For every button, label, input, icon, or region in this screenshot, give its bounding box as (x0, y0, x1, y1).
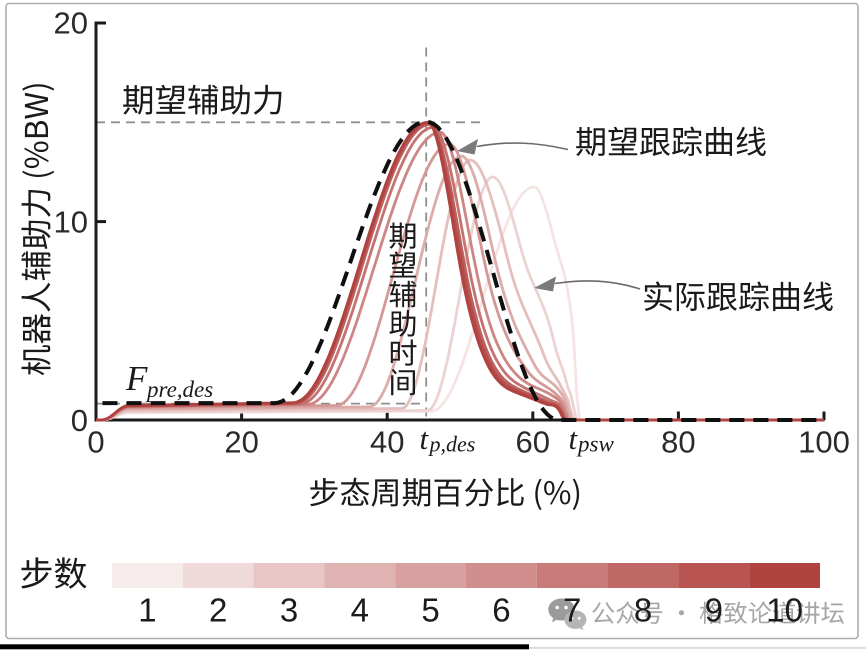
svg-text:80: 80 (661, 425, 695, 460)
svg-text:60: 60 (516, 425, 550, 460)
svg-text:6: 6 (492, 592, 510, 629)
svg-text:4: 4 (351, 592, 369, 629)
svg-text:5: 5 (421, 592, 439, 629)
svg-text:40: 40 (370, 425, 404, 460)
svg-text:F: F (125, 359, 148, 398)
svg-text:pre,des: pre,des (145, 377, 213, 402)
svg-text:0: 0 (87, 425, 104, 460)
svg-text:8: 8 (634, 592, 652, 629)
svg-text:10: 10 (766, 592, 803, 629)
svg-text:3: 3 (280, 592, 298, 629)
svg-text:psw: psw (576, 432, 614, 457)
svg-text:1: 1 (138, 592, 156, 629)
svg-text:0: 0 (71, 403, 88, 438)
svg-text:100: 100 (798, 425, 850, 460)
svg-text:7: 7 (563, 592, 581, 629)
svg-text:20: 20 (224, 425, 258, 460)
svg-text:t: t (420, 421, 430, 456)
svg-text:t: t (569, 421, 579, 456)
svg-text:2: 2 (209, 592, 227, 629)
svg-text:10: 10 (54, 205, 88, 240)
svg-text:p,des: p,des (428, 432, 476, 457)
svg-text:9: 9 (705, 592, 723, 629)
svg-text:20: 20 (54, 6, 88, 41)
